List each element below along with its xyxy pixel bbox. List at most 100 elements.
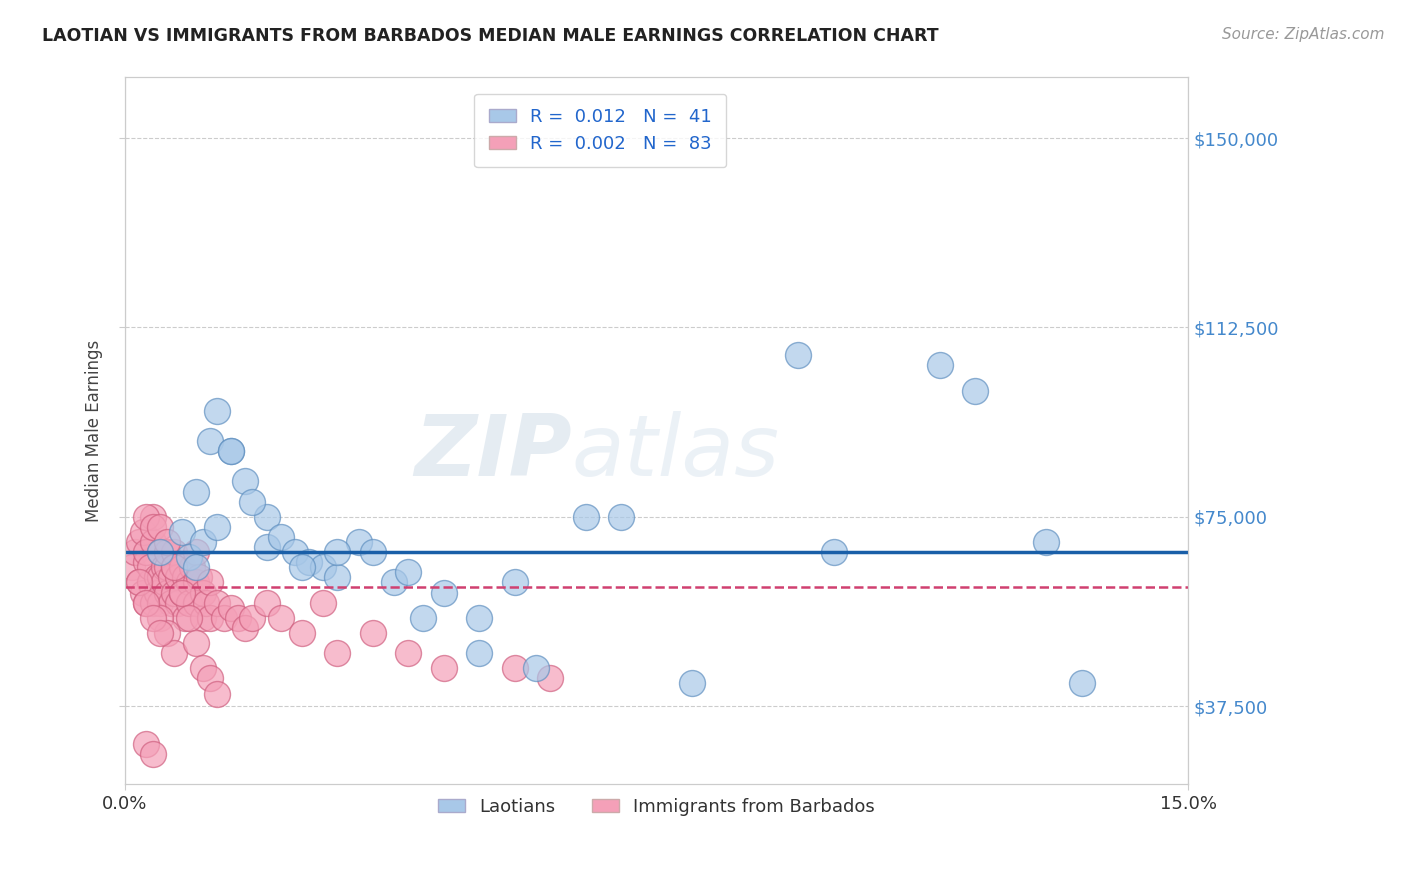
Point [177,575,200,590]
Point [787,348,810,362]
Point [135,545,157,559]
Point [1035,535,1057,549]
Point [468,646,491,660]
Point [270,530,292,544]
Point [174,611,197,625]
Point [138,575,160,590]
Point [198,611,221,625]
Point [149,570,172,584]
Point [163,560,186,574]
Point [291,560,314,574]
Point [142,520,165,534]
Point [298,555,321,569]
Point [128,575,150,590]
Point [382,575,405,590]
Point [361,626,384,640]
Point [142,509,165,524]
Point [184,596,207,610]
Point [575,509,598,524]
Point [135,596,157,610]
Point [205,403,228,417]
Point [160,596,183,610]
Point [198,434,221,448]
Point [242,611,264,625]
Point [163,560,186,574]
Point [538,672,561,686]
Point [212,611,235,625]
Point [1070,676,1092,690]
Point [503,661,526,675]
Point [181,560,204,574]
Point [929,359,952,373]
Point [191,585,214,599]
Point [191,611,214,625]
Point [160,570,183,584]
Legend: Laotians, Immigrants from Barbados: Laotians, Immigrants from Barbados [429,789,884,825]
Point [198,575,221,590]
Point [681,676,703,690]
Point [184,484,207,499]
Text: ZIP: ZIP [413,410,571,493]
Text: Source: ZipAtlas.com: Source: ZipAtlas.com [1222,27,1385,42]
Point [524,661,547,675]
Point [177,596,200,610]
Point [468,611,491,625]
Point [138,560,160,574]
Point [270,611,292,625]
Point [233,621,256,635]
Point [163,545,186,559]
Point [174,570,197,584]
Point [184,560,207,574]
Point [396,566,419,580]
Point [128,535,150,549]
Point [167,596,190,610]
Point [205,687,228,701]
Point [219,444,242,458]
Point [326,570,349,584]
Point [177,550,200,565]
Text: atlas: atlas [571,410,779,493]
Point [156,585,179,599]
Point [135,509,157,524]
Point [347,535,370,549]
Point [135,555,157,569]
Point [177,611,200,625]
Point [184,545,207,559]
Point [610,509,633,524]
Point [361,545,384,559]
Point [219,600,242,615]
Point [226,611,249,625]
Point [163,585,186,599]
Point [188,570,211,584]
Point [823,545,845,559]
Point [142,611,165,625]
Point [170,524,193,539]
Point [326,646,349,660]
Point [149,611,172,625]
Point [205,520,228,534]
Point [198,672,221,686]
Point [149,520,172,534]
Point [184,575,207,590]
Point [256,540,278,554]
Point [191,661,214,675]
Point [156,560,179,574]
Point [412,611,434,625]
Point [145,585,167,599]
Point [149,626,172,640]
Point [121,560,143,574]
Point [312,596,335,610]
Point [145,570,167,584]
Point [396,646,419,660]
Point [195,596,218,610]
Point [170,585,193,599]
Point [149,596,172,610]
Point [965,384,987,398]
Point [142,535,165,549]
Point [242,494,264,508]
Point [503,575,526,590]
Point [284,545,307,559]
Text: LAOTIAN VS IMMIGRANTS FROM BARBADOS MEDIAN MALE EARNINGS CORRELATION CHART: LAOTIAN VS IMMIGRANTS FROM BARBADOS MEDI… [42,27,939,45]
Point [219,444,242,458]
Point [312,560,335,574]
